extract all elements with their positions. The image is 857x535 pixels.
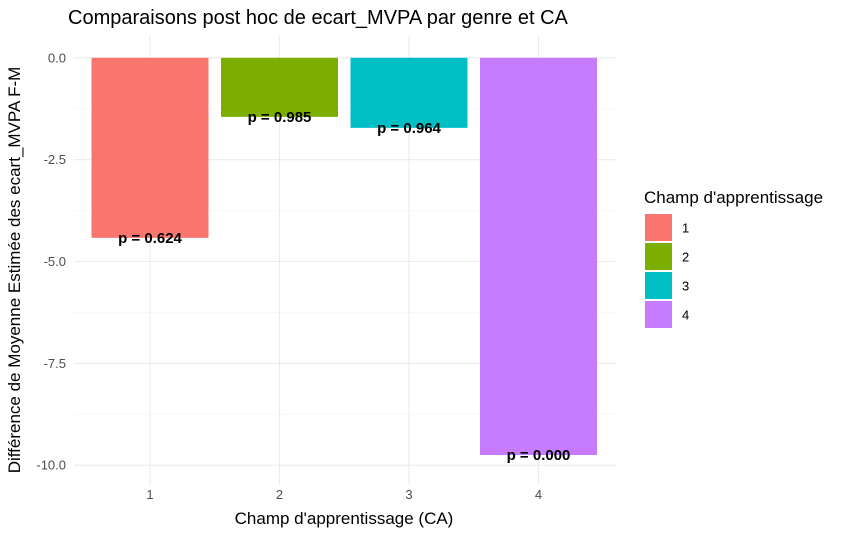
legend-key-3 <box>645 272 672 299</box>
legend-label-3: 3 <box>682 279 689 294</box>
x-tick-label: 2 <box>276 487 283 502</box>
legend-key-1 <box>645 214 672 241</box>
y-tick-label: -10.0 <box>36 458 66 473</box>
x-tick-label: 1 <box>146 487 153 502</box>
data-labels: p = 0.624 p = 0.985 p = 0.964 p = 0.000 <box>118 109 570 464</box>
chart-title: Comparaisons post hoc de ecart_MVPA par … <box>68 7 569 29</box>
data-label-ca-4: p = 0.000 <box>507 447 571 464</box>
legend: Champ d'apprentissage 1 2 3 4 <box>644 188 823 328</box>
x-axis: 1 2 3 4 <box>146 487 542 502</box>
bar-ca-4 <box>480 57 597 456</box>
y-axis-title: Différence de Moyenne Estimée des ecart_… <box>5 67 24 474</box>
bar-ca-2 <box>221 57 338 117</box>
legend-label-2: 2 <box>682 250 689 265</box>
x-tick-label: 3 <box>405 487 412 502</box>
legend-label-1: 1 <box>682 221 689 236</box>
legend-title: Champ d'apprentissage <box>644 188 823 207</box>
legend-key-4 <box>645 301 672 328</box>
data-label-ca-2: p = 0.985 <box>248 109 312 126</box>
y-tick-label: -2.5 <box>44 152 66 167</box>
y-tick-label: -7.5 <box>44 356 66 371</box>
y-tick-label: -5.0 <box>44 254 66 269</box>
legend-label-4: 4 <box>682 308 689 323</box>
x-axis-title: Champ d'apprentissage (CA) <box>235 509 454 528</box>
data-label-ca-3: p = 0.964 <box>377 120 441 137</box>
x-tick-label: 4 <box>535 487 542 502</box>
y-tick-label: 0.0 <box>48 50 66 65</box>
legend-key-2 <box>645 243 672 270</box>
bars <box>91 57 597 456</box>
bar-ca-1 <box>91 57 209 238</box>
y-axis: 0.0 -2.5 -5.0 -7.5 -10.0 <box>36 50 66 472</box>
data-label-ca-1: p = 0.624 <box>118 230 182 247</box>
bar-ca-3 <box>350 57 468 128</box>
